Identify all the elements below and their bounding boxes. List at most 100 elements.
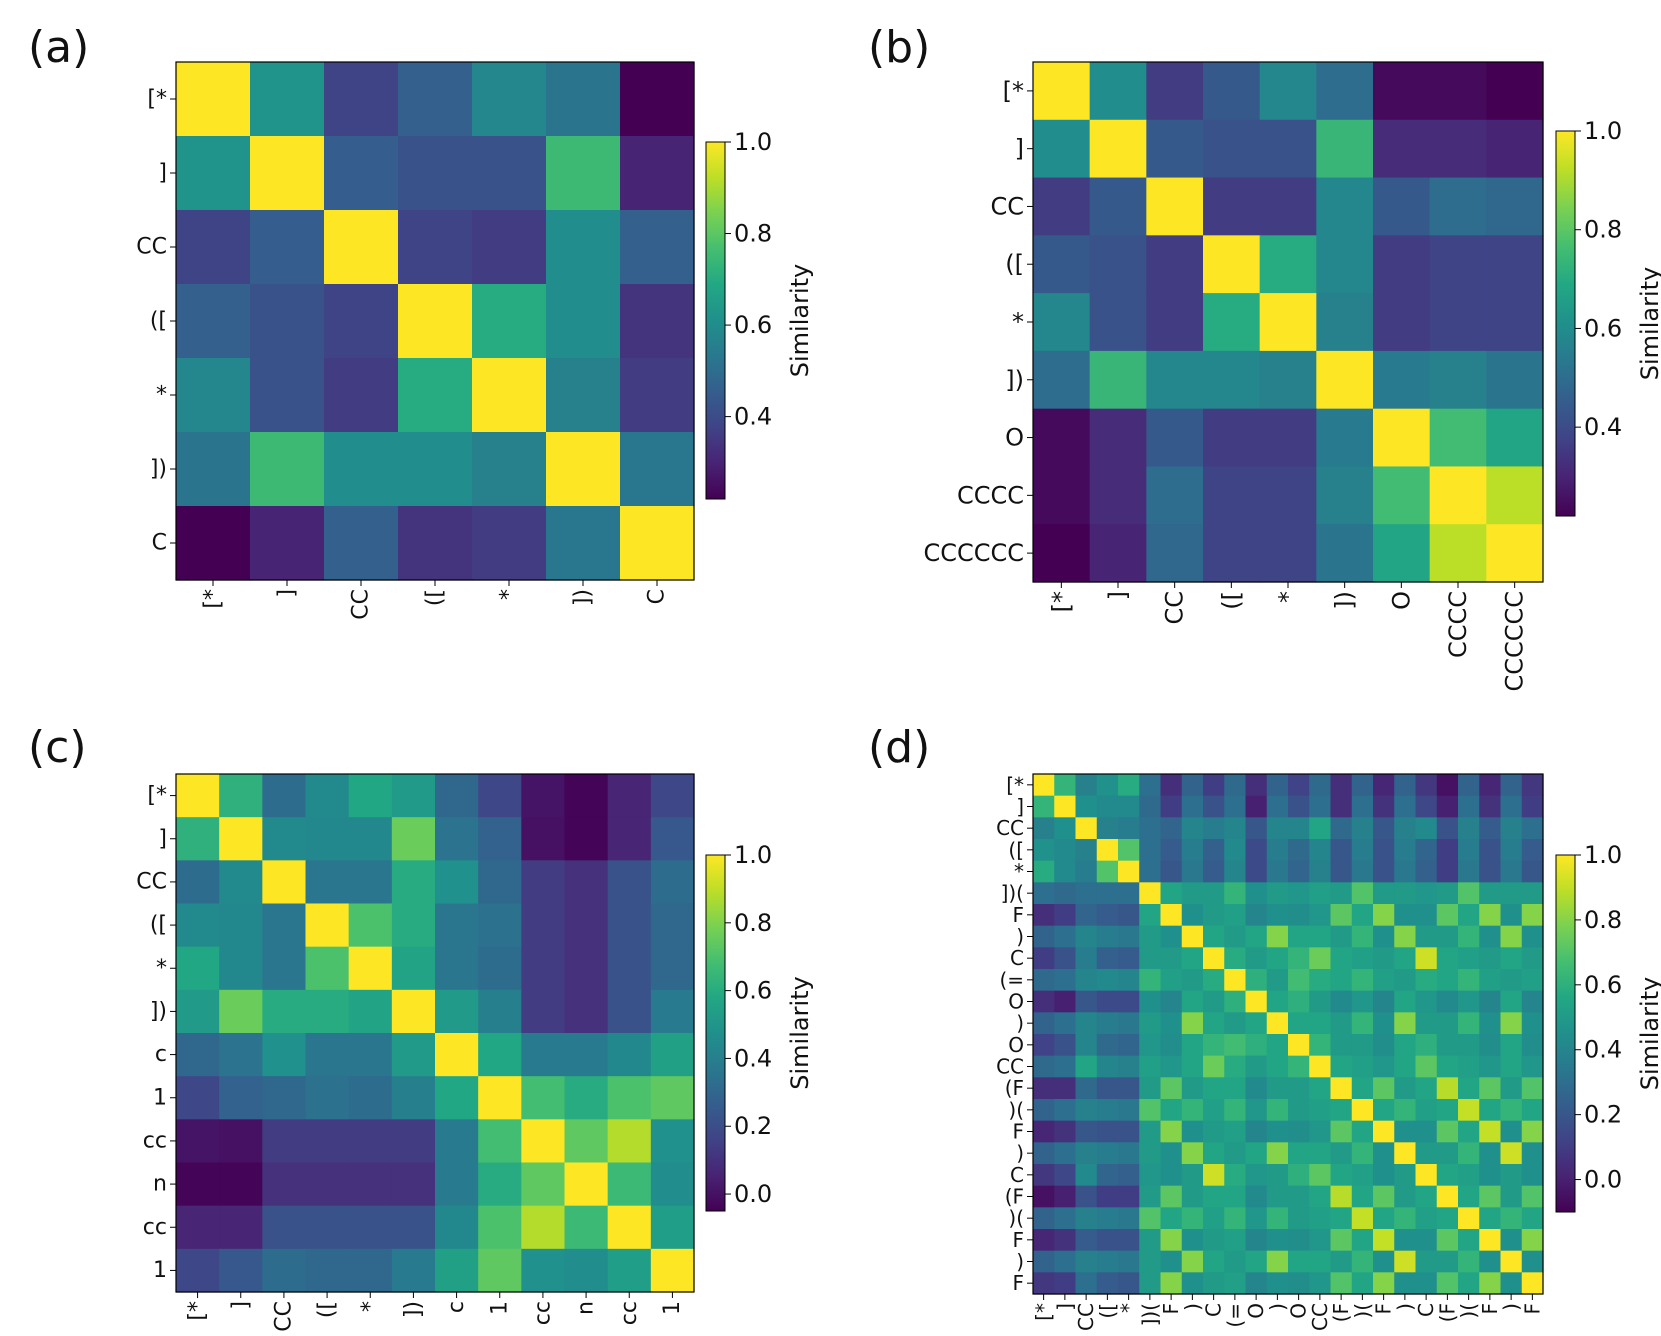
heatmap-cell [1500, 1185, 1523, 1208]
heatmap-cell [176, 210, 251, 285]
heatmap-cell [176, 989, 220, 1034]
heatmap-cell [1118, 1250, 1140, 1273]
heatmap-cell [1139, 1055, 1162, 1078]
heatmap-cell [607, 1076, 652, 1120]
heatmap-cell [1316, 293, 1374, 352]
heatmap-cell [1181, 1099, 1204, 1122]
heatmap-cell [546, 358, 621, 433]
heatmap-cell [1033, 1034, 1055, 1057]
heatmap-cell [564, 903, 609, 948]
heatmap-cell [1033, 839, 1055, 862]
heatmap-cell [472, 62, 547, 137]
heatmap-cell [1373, 1120, 1395, 1143]
heatmap-cell [1160, 1207, 1183, 1230]
heatmap-cell [1415, 1185, 1438, 1208]
heatmap-cell [1224, 904, 1247, 927]
heatmap-cell [1139, 1012, 1162, 1035]
heatmap-cell [435, 774, 479, 818]
heatmap-cell [1351, 947, 1374, 970]
heatmap-cell [1266, 1207, 1289, 1230]
heatmap-cell [1033, 1250, 1055, 1273]
heatmap-cell [435, 1076, 479, 1120]
heatmap-cell [1245, 1077, 1268, 1100]
heatmap-cell [176, 506, 251, 581]
heatmap-cell [1096, 795, 1119, 818]
heatmap-cell [564, 817, 609, 861]
y-tick-label: (F [1005, 1076, 1024, 1100]
heatmap-cell [1266, 817, 1289, 840]
heatmap-cell [1245, 882, 1268, 905]
heatmap-cell [250, 210, 325, 285]
heatmap-cell [1160, 1099, 1183, 1122]
plot-frame [1032, 773, 1544, 1295]
heatmap-cell [1309, 1055, 1332, 1078]
heatmap-cell [1075, 1142, 1098, 1165]
heatmap-cell [176, 1205, 220, 1250]
heatmap-cell [1500, 1055, 1523, 1078]
heatmap-cell [1458, 817, 1480, 840]
heatmap-cell [250, 136, 325, 211]
heatmap-cell [1224, 1250, 1247, 1273]
heatmap-cell [305, 860, 350, 905]
heatmap-cell [1458, 1207, 1480, 1230]
y-tick-label: CC [136, 869, 167, 894]
x-tick-label: CCCC [1444, 591, 1472, 658]
heatmap-cell [1316, 177, 1374, 236]
heatmap-cell [1436, 1250, 1459, 1273]
x-tick-label: ]) [401, 1301, 426, 1318]
heatmap-cell [1288, 1099, 1310, 1122]
heatmap-cell [1118, 925, 1140, 948]
heatmap-cell [1330, 1034, 1353, 1057]
heatmap-cell [1181, 1229, 1204, 1252]
y-tick-label: * [1014, 860, 1024, 884]
heatmap-cell [1309, 1034, 1332, 1057]
heatmap-cell [1075, 925, 1098, 948]
heatmap-cell [435, 1033, 479, 1077]
heatmap-cell [1288, 1120, 1310, 1143]
heatmap-cell [1118, 860, 1140, 883]
heatmap-cell [1486, 466, 1544, 525]
heatmap-cell [1033, 904, 1055, 927]
heatmap-cell [391, 860, 436, 905]
heatmap-cell [1245, 1272, 1268, 1295]
heatmap-cell [1500, 1012, 1523, 1035]
heatmap-cell [1288, 925, 1310, 948]
heatmap-cell [1245, 904, 1268, 927]
heatmap-cell [1458, 774, 1480, 797]
y-tick-label: ]) [150, 999, 167, 1024]
heatmap-cell [478, 860, 522, 905]
heatmap-cell [398, 210, 473, 285]
heatmap-cell [1330, 1055, 1353, 1078]
heatmap-cell [1500, 1207, 1523, 1230]
heatmap-cell [564, 1033, 609, 1077]
x-tick-label: [* [1032, 1303, 1056, 1321]
heatmap-cell [1486, 293, 1544, 352]
heatmap-cell [305, 946, 350, 991]
heatmap-cell [1486, 119, 1544, 179]
heatmap-cell [1245, 1120, 1268, 1143]
heatmap-cell [1160, 774, 1183, 797]
heatmap-cell [1458, 1055, 1480, 1078]
heatmap-cell [1479, 1034, 1502, 1057]
heatmap-cell [1146, 177, 1204, 236]
y-tick-label: CC [136, 235, 167, 260]
heatmap-cell [521, 946, 566, 991]
heatmap-cell [348, 860, 393, 905]
y-tick-label: O [1008, 990, 1024, 1014]
heatmap-cell [1139, 969, 1162, 992]
heatmap-cell [1521, 990, 1544, 1013]
heatmap-cell [1479, 1250, 1502, 1273]
heatmap-cell [1089, 62, 1147, 121]
heatmap-cell [1245, 1229, 1268, 1252]
heatmap-cell [305, 1248, 350, 1293]
heatmap-cell [1139, 1229, 1162, 1252]
heatmap-cell [620, 506, 695, 581]
heatmap-cell [1054, 1099, 1077, 1122]
heatmap-cell [1089, 177, 1147, 236]
heatmap-cell [1330, 904, 1353, 927]
heatmap-cell [1075, 990, 1098, 1013]
heatmap-cell [1259, 293, 1317, 352]
colorbar-tick-label: 0.6 [734, 977, 772, 1005]
y-tick-label: ) [1016, 1141, 1024, 1165]
heatmap-cell [1203, 1120, 1225, 1143]
